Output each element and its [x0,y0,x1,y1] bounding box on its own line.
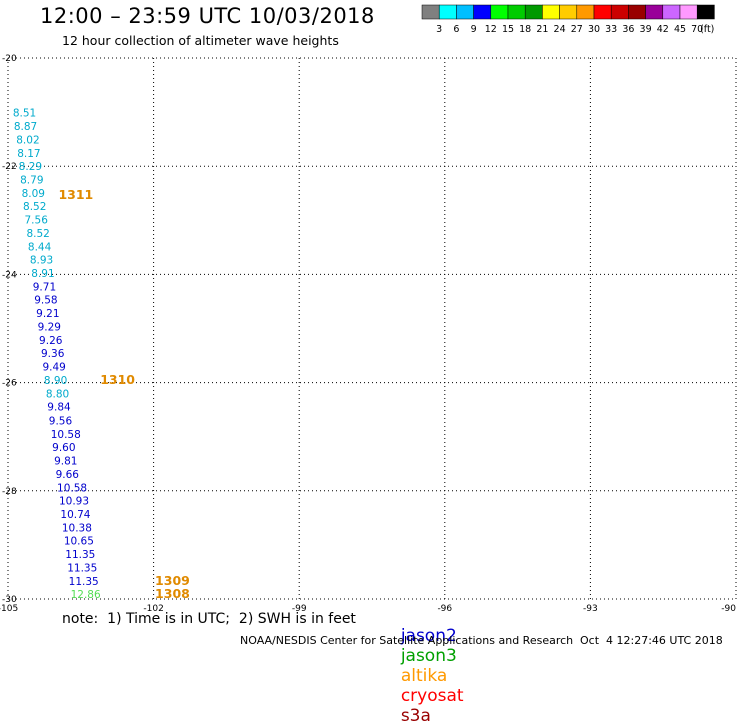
colorbar-label: 42 [657,24,669,35]
wave-height-point: 8.17 [17,148,40,160]
wave-height-point: 8.44 [28,242,52,254]
colorbar-label: 3 [436,24,442,35]
colorbar-label: 27 [571,24,583,35]
wave-height-point: 9.29 [38,322,61,334]
wave-height-plot: -105 -102 -99 -96 -93 -90 -30 -28 -26 -24 -22 -20 8.… [0,54,737,614]
wave-height-point: 8.09 [22,188,45,200]
colorbar-label: 33 [605,24,617,35]
wave-height-point: 11.35 [69,576,99,588]
wave-height-point: 8.79 [20,175,43,187]
wave-height-point: 10.38 [62,522,92,534]
x-tick-label: -96 [437,604,452,614]
wave-height-point: 10.74 [60,509,90,521]
color-scale-bar: 3 6 9 12 15 18 21 24 27 30 33 36 39 42 45 70(ft) [421,4,715,35]
x-tick-label: -93 [583,604,598,614]
y-tick-label: -28 [2,487,17,497]
colorbar-label: 15 [502,24,514,35]
legend-s3a: s3a [400,706,431,726]
colorbar-unit: (ft) [700,24,714,35]
footer-note: note: 1) Time is in UTC; 2) SWH is in fe… [62,611,356,627]
colorbar-label: 21 [536,24,548,35]
y-tick-label: -26 [2,379,17,389]
legend-jason2: jason2 [400,626,457,646]
wave-height-point: 8.29 [19,161,42,173]
colorbar-label: 12 [485,24,497,35]
colorbar-label: 24 [554,24,566,35]
chart-title: 12:00 – 23:59 UTC 10/03/2018 [40,4,375,28]
wave-height-point: 10.58 [57,482,87,494]
colorbar-label: 6 [453,24,459,35]
time-label: 1308 [155,586,190,601]
wave-height-point: 10.65 [64,535,94,547]
y-tick-label: -20 [2,54,17,64]
credit-text: NOAA/NESDIS Center for Satellite Applica… [240,634,574,647]
wave-height-point: 9.60 [52,442,75,454]
generation-timestamp: Oct 4 12:27:46 UTC 2018 [580,634,723,647]
x-tick-label: -105 [0,604,18,614]
wave-height-point: 8.52 [26,228,49,240]
wave-height-point: 8.02 [16,134,39,146]
colorbar-label: 70 [691,24,703,35]
wave-height-point: 11.35 [67,562,97,574]
wave-height-point: 9.66 [56,469,80,481]
colorbar-label: 9 [471,24,477,35]
wave-height-point: 9.56 [49,415,73,427]
time-label: 1311 [58,187,93,202]
wave-height-point: 10.93 [59,495,89,507]
y-tick-label: -30 [2,595,17,605]
colorbar-swatch [696,4,715,20]
wave-height-point: 9.36 [41,348,65,360]
wave-height-point: 10.58 [51,429,81,441]
legend-jason3: jason3 [400,646,457,666]
legend-cryosat: cryosat [400,686,464,706]
wave-height-point: 12.86 [71,589,101,601]
wave-height-point: 8.87 [14,121,37,133]
x-tick-label: -102 [143,604,163,614]
wave-height-point: 8.91 [31,268,54,280]
time-label: 1310 [100,372,135,387]
colorbar-label: 36 [622,24,634,35]
wave-height-point: 9.49 [42,362,65,374]
wave-height-point: 8.52 [23,201,46,213]
wave-height-point: 9.71 [33,282,56,294]
y-tick-label: -22 [2,162,17,172]
y-tick-label: -24 [2,270,17,280]
legend-altika: altika [400,666,448,686]
wave-height-point: 8.80 [46,389,69,401]
chart-subtitle: 12 hour collection of altimeter wave hei… [62,33,339,48]
wave-height-point: 8.51 [13,107,36,119]
wave-height-point: 8.90 [44,375,67,387]
satellite-legend: jason2 jason3 altika cryosat s3a [390,606,474,726]
colorbar-label: 18 [519,24,531,35]
wave-height-point: 9.58 [34,295,57,307]
wave-height-point: 9.21 [36,308,59,320]
wave-height-point: 9.26 [39,335,63,347]
time-label: 1309 [155,573,190,588]
wave-height-point: 7.56 [25,215,49,227]
wave-height-point: 8.93 [30,255,53,267]
x-tick-label: -90 [721,604,736,614]
wave-height-point: 9.81 [54,455,77,467]
colorbar-label: 39 [640,24,652,35]
wave-height-point: 11.35 [65,549,95,561]
wave-height-point: 9.84 [47,402,71,414]
colorbar-label: 30 [588,24,600,35]
x-tick-label: -99 [292,604,307,614]
colorbar-label: 45 [674,24,686,35]
